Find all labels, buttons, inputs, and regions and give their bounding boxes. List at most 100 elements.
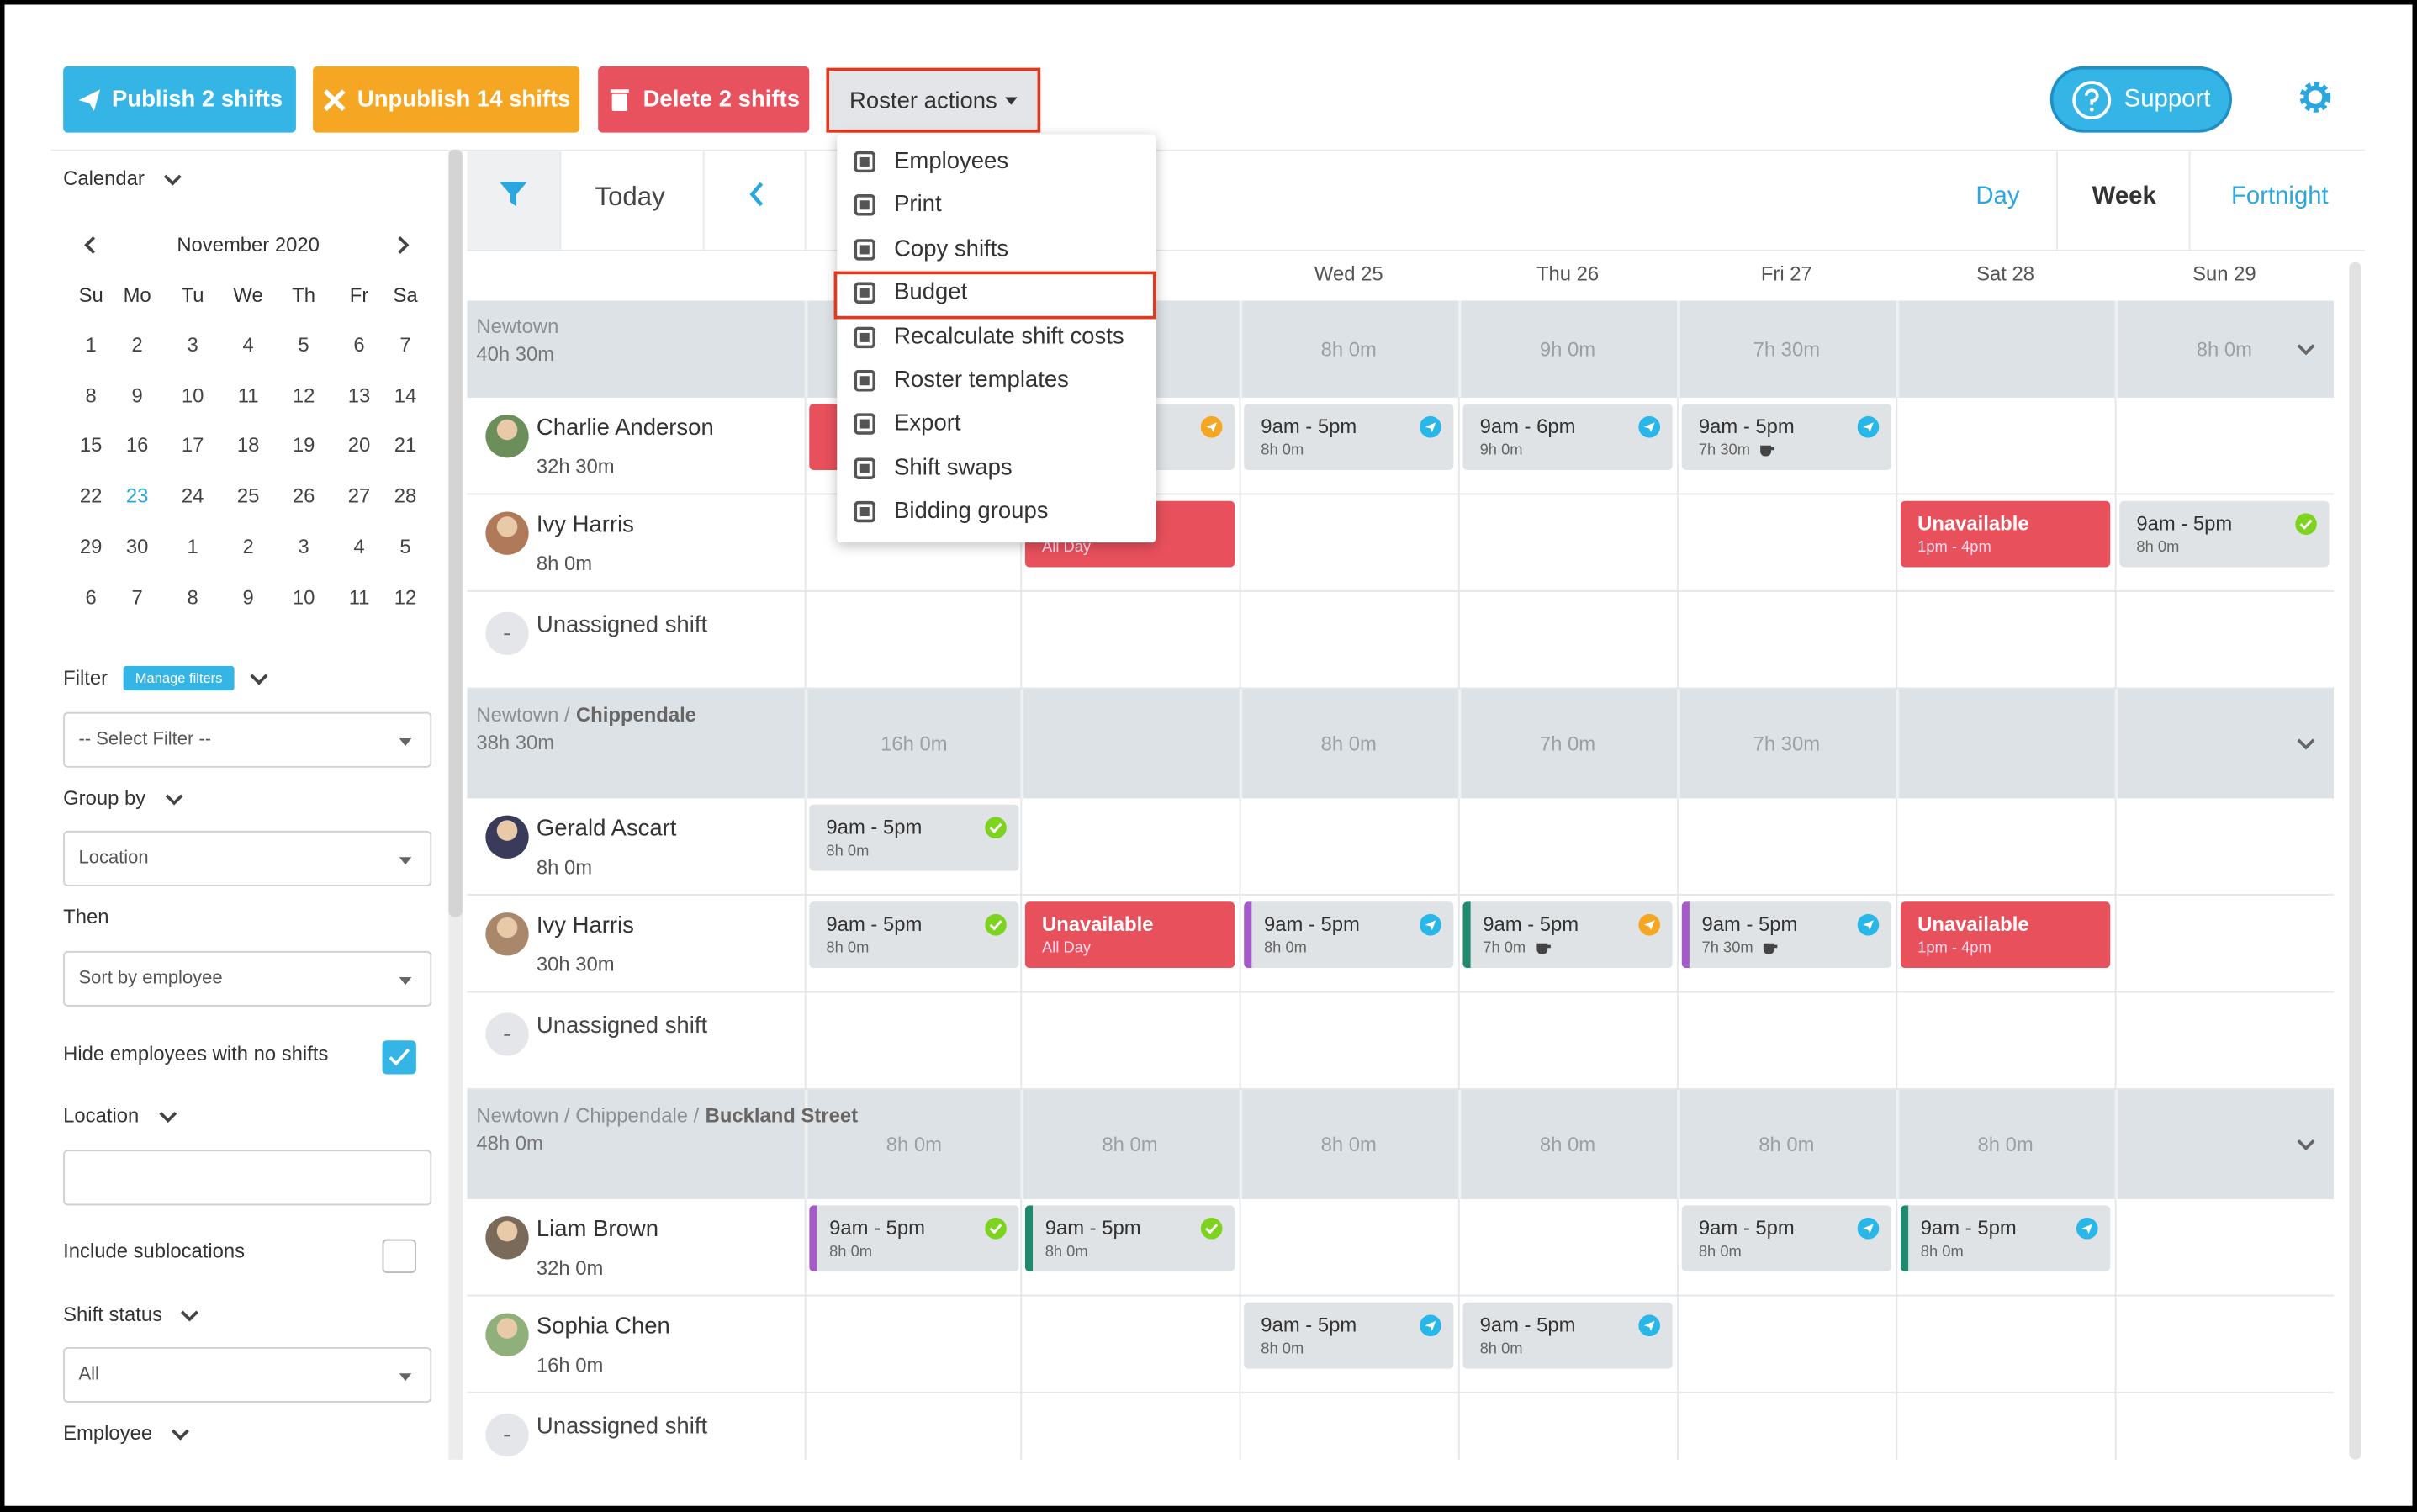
shift-card[interactable]: 9am - 6pm 9h 0m [1462, 404, 1673, 471]
employee-name[interactable]: Gerald Ascart [536, 815, 677, 842]
calendar-day[interactable]: 21 [394, 433, 417, 457]
calendar-day[interactable]: 19 [292, 433, 315, 457]
calendar-day[interactable]: 11 [237, 383, 259, 407]
day-header: Sun 29 [2192, 262, 2256, 286]
calendar-day[interactable]: 7 [131, 585, 143, 609]
shift-card[interactable]: 9am - 5pm 8h 0m [1244, 1302, 1454, 1369]
view-tab[interactable]: Week [2092, 183, 2156, 210]
calendar-day[interactable]: 23 [125, 484, 149, 508]
employee-name[interactable]: Sophia Chen [536, 1313, 670, 1340]
select-box[interactable]: Location [63, 830, 432, 886]
employee-name[interactable]: Ivy Harris [536, 912, 634, 939]
shift-card[interactable]: 9am - 5pm 7h 30m [1681, 404, 1891, 471]
menu-item[interactable]: Roster templates [894, 367, 1069, 394]
checkbox[interactable] [382, 1040, 416, 1075]
calendar-day[interactable]: 4 [353, 535, 365, 558]
manage-filters-badge[interactable]: Manage filters [123, 665, 235, 691]
calendar-day[interactable]: 3 [298, 535, 309, 558]
select-box[interactable]: -- Select Filter -- [63, 711, 432, 768]
calendar-day[interactable]: 12 [292, 383, 315, 407]
calendar-day[interactable]: 5 [399, 535, 411, 558]
select-box[interactable]: All [63, 1346, 432, 1403]
calendar-day[interactable]: 16 [125, 433, 149, 457]
shift-card[interactable]: Unavailable All Day [1024, 901, 1235, 969]
location-input[interactable] [63, 1150, 432, 1206]
calendar-day[interactable]: 30 [125, 535, 149, 558]
calendar-day[interactable]: 10 [181, 383, 204, 407]
shift-card[interactable]: 9am - 5pm 7h 30m [1681, 901, 1891, 969]
menu-item[interactable]: Bidding groups [894, 498, 1049, 525]
calendar-day[interactable]: 22 [79, 484, 103, 508]
shift-card[interactable]: 9am - 5pm 8h 0m [809, 1205, 1019, 1272]
calendar-day[interactable]: 2 [242, 535, 254, 558]
menu-item[interactable]: Print [894, 191, 942, 219]
shift-card[interactable]: 9am - 5pm 7h 0m [1462, 901, 1673, 969]
view-tab[interactable]: Day [1975, 183, 2020, 210]
calendar-day[interactable]: 1 [187, 535, 198, 558]
shift-card[interactable]: 9am - 5pm 8h 0m [809, 901, 1019, 969]
toolbar-button[interactable]: Delete 2 shifts [598, 66, 810, 133]
calendar-day[interactable]: 2 [131, 332, 143, 357]
calendar-day[interactable]: 9 [242, 585, 254, 609]
calendar-day[interactable]: 12 [394, 585, 417, 609]
calendar-day[interactable]: 9 [131, 383, 143, 407]
toolbar-button[interactable]: Publish 2 shifts [63, 66, 296, 133]
menu-item[interactable]: Budget [894, 279, 968, 306]
shift-card[interactable]: 9am - 5pm 8h 0m [1681, 1205, 1891, 1272]
calendar-day[interactable]: 6 [85, 585, 97, 609]
shift-card[interactable]: 9am - 5pm 8h 0m [1244, 404, 1454, 471]
calendar-day[interactable]: 11 [348, 585, 370, 609]
shift-card[interactable]: 9am - 5pm 8h 0m [1900, 1205, 2111, 1272]
calendar-day[interactable]: 8 [85, 383, 97, 407]
menu-item[interactable]: Employees [894, 147, 1009, 175]
shift-card[interactable]: 9am - 5pm 8h 0m [1462, 1302, 1673, 1369]
toolbar-button[interactable]: Unpublish 14 shifts [313, 66, 580, 133]
calendar-day[interactable]: 1 [85, 332, 97, 357]
menu-item[interactable]: Export [894, 410, 961, 437]
shift-card[interactable]: 9am - 5pm 8h 0m [1244, 901, 1454, 969]
shift-title: 9am - 5pm [1263, 912, 1360, 936]
today-button[interactable]: Today [595, 182, 665, 212]
support-button[interactable]: Support [2049, 66, 2233, 133]
roster-grid: Newtown 40h 30m 8h 0m 9h 0m 7h 30m 8h 0m Charl… [467, 300, 2335, 1460]
calendar-day[interactable]: 26 [292, 484, 315, 508]
calendar-day[interactable]: 6 [353, 332, 365, 357]
employee-name[interactable]: Liam Brown [536, 1216, 659, 1243]
menu-icon [854, 457, 876, 479]
shift-card[interactable]: 9am - 5pm 8h 0m [2119, 500, 2330, 568]
calendar-day[interactable]: 17 [181, 433, 204, 457]
shift-detail-text: All Day [1042, 940, 1092, 958]
calendar-day[interactable]: 27 [347, 484, 371, 508]
employee-name[interactable]: Ivy Harris [536, 511, 634, 538]
calendar-day[interactable]: 3 [187, 332, 198, 357]
calendar-day[interactable]: 24 [181, 484, 204, 508]
calendar-day[interactable]: 7 [399, 332, 411, 357]
employee-name[interactable]: Charlie Anderson [536, 415, 714, 441]
calendar-day[interactable]: 29 [79, 535, 103, 558]
shift-card[interactable]: 9am - 5pm 8h 0m [809, 804, 1019, 871]
menu-item[interactable]: Shift swaps [894, 454, 1013, 481]
roster-actions-button[interactable]: Roster actions [826, 67, 1041, 133]
shift-card[interactable]: Unavailable 1pm - 4pm [1900, 901, 2111, 969]
calendar-day[interactable]: 4 [242, 332, 254, 357]
calendar-day[interactable]: 25 [236, 484, 260, 508]
checkbox[interactable] [382, 1239, 416, 1273]
shift-card[interactable]: Unavailable 1pm - 4pm [1900, 500, 2111, 568]
select-box[interactable]: Sort by employee [63, 950, 432, 1007]
calendar-day[interactable]: 20 [347, 433, 371, 457]
calendar-day[interactable]: 15 [79, 433, 103, 457]
calendar-day[interactable]: 13 [347, 383, 371, 407]
shift-card[interactable]: 9am - 5pm 8h 0m [1024, 1205, 1235, 1272]
calendar-day[interactable]: 8 [187, 585, 198, 609]
calendar-day[interactable]: 18 [236, 433, 260, 457]
menu-item[interactable]: Copy shifts [894, 235, 1009, 262]
view-tab[interactable]: Fortnight [2230, 183, 2329, 210]
chevron-down-shape [165, 794, 183, 806]
menu-item[interactable]: Recalculate shift costs [894, 323, 1124, 350]
calendar-day[interactable]: 5 [298, 332, 309, 357]
column-divider [1239, 397, 1241, 495]
calendar-day[interactable]: 14 [394, 383, 417, 407]
status-icon-shape [1206, 422, 1218, 433]
calendar-day[interactable]: 10 [292, 585, 315, 609]
calendar-day[interactable]: 28 [394, 484, 417, 508]
